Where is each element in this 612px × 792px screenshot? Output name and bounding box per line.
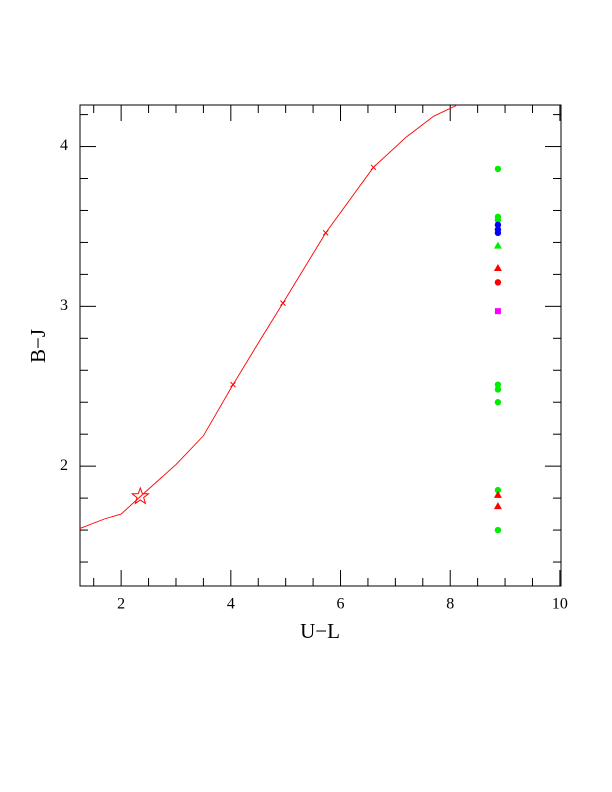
point-square — [494, 308, 501, 315]
y-tick-label: 4 — [60, 137, 68, 154]
x-axis-label: U−L — [300, 619, 340, 643]
x-tick-label: 8 — [446, 596, 454, 613]
point-star — [130, 486, 150, 505]
y-tick-label: 2 — [60, 457, 68, 474]
point-cross — [230, 381, 236, 388]
x-tick-label: 10 — [552, 596, 568, 613]
point-circle — [494, 381, 502, 388]
curve — [79, 104, 458, 529]
point-circle — [494, 216, 502, 224]
point-triangle — [493, 490, 502, 498]
point-circle — [494, 399, 502, 406]
point-cross — [322, 229, 329, 236]
point-cross — [280, 300, 286, 307]
x-tick-label: 4 — [227, 596, 235, 613]
point-circle — [494, 165, 502, 173]
point-triangle — [493, 263, 502, 271]
y-axis-label: B−J — [26, 329, 50, 363]
point-circle — [494, 526, 502, 534]
point-circle — [494, 386, 502, 393]
y-tick-label: 3 — [60, 297, 68, 314]
point-triangle — [493, 502, 502, 510]
plot-frame — [79, 104, 562, 587]
x-tick-label: 6 — [337, 596, 345, 613]
point-circle — [494, 229, 502, 237]
x-tick-label: 2 — [117, 596, 125, 613]
point-circle — [494, 221, 502, 229]
point-triangle — [493, 241, 502, 249]
point-circle — [494, 486, 502, 494]
point-circle — [494, 279, 502, 286]
point-cross — [370, 164, 377, 171]
